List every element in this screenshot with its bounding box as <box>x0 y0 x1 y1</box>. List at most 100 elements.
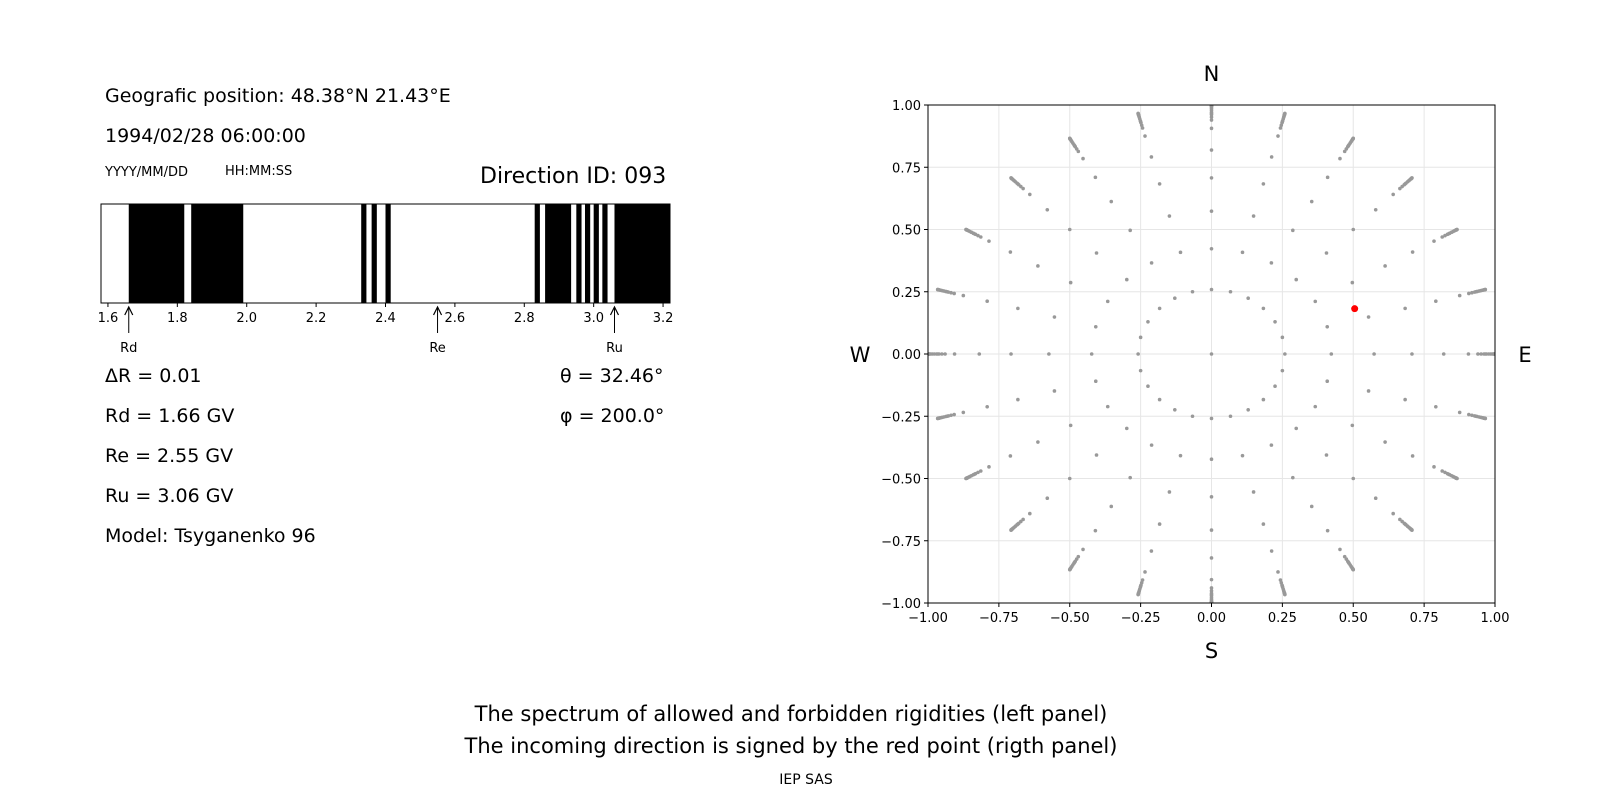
direction-point <box>964 476 968 481</box>
direction-point <box>1440 469 1445 473</box>
forbidden-band <box>576 204 582 303</box>
direction-point <box>1470 413 1474 418</box>
direction-point <box>1149 261 1154 265</box>
direction-point <box>1350 280 1355 285</box>
direction-point <box>1209 457 1214 462</box>
direction-point <box>1366 315 1371 319</box>
forbidden-band <box>593 204 599 303</box>
direction-point <box>949 413 953 418</box>
y-tick-label: −1.00 <box>881 597 921 612</box>
direction-point <box>1405 524 1410 529</box>
direction-point <box>1246 408 1250 412</box>
direction-point <box>1477 415 1482 419</box>
direction-point <box>1008 454 1013 458</box>
direction-point <box>936 287 940 292</box>
direction-point <box>1281 116 1286 121</box>
direction-point <box>1190 289 1195 294</box>
direction-point <box>1313 404 1318 409</box>
direction-point <box>1094 251 1099 255</box>
direction-point <box>1124 277 1129 282</box>
direction-point <box>1209 589 1214 593</box>
direction-point <box>1391 511 1395 516</box>
direction-point <box>1089 352 1094 356</box>
direction-point <box>1016 397 1020 402</box>
x-tick-label: −0.75 <box>979 611 1019 626</box>
direction-point <box>1273 384 1277 389</box>
direction-point <box>943 352 947 356</box>
marker-arrowhead <box>124 305 134 316</box>
direction-point <box>1441 352 1446 356</box>
direction-point <box>1269 155 1274 159</box>
x-tick-label: 0.50 <box>1339 611 1368 626</box>
marker-label: Ru <box>606 341 623 356</box>
date-format-label: YYYY/MM/DD <box>105 165 188 180</box>
direction-point <box>1351 136 1355 141</box>
direction-point <box>1209 118 1214 122</box>
direction-point <box>1324 453 1329 457</box>
direction-point <box>1434 299 1438 304</box>
direction-point <box>1251 214 1256 218</box>
direction-point <box>1016 306 1020 311</box>
direction-point <box>1383 264 1387 268</box>
compass-south: S <box>1205 639 1218 663</box>
direction-point <box>985 299 989 304</box>
x-tick-label: 0.00 <box>1197 611 1226 626</box>
direction-point <box>1068 567 1072 572</box>
marker-arrowhead <box>609 305 620 316</box>
direction-point <box>1269 549 1274 553</box>
re-value: Re = 2.55 GV <box>105 445 234 467</box>
direction-point <box>1157 182 1162 186</box>
direction-point <box>1128 475 1132 480</box>
forbidden-band <box>614 204 670 303</box>
direction-point <box>1173 296 1177 300</box>
direction-point <box>1329 352 1334 356</box>
direction-point <box>1466 352 1471 356</box>
direction-point <box>964 227 968 232</box>
direction-point <box>1136 352 1140 356</box>
compass-north: N <box>1204 62 1220 86</box>
direction-point <box>1294 426 1299 431</box>
direction-point <box>1482 352 1486 356</box>
direction-point <box>1178 453 1183 458</box>
x-tick-label: 2.2 <box>306 311 327 326</box>
direction-point <box>1067 476 1072 481</box>
direction-point <box>1140 578 1145 582</box>
direction-point <box>1045 496 1050 501</box>
direction-point <box>1391 192 1395 197</box>
direction-map-chart: −1.00 −0.75 −0.50 −0.25 0.00 0.25 0.50 0.75 1.00… <box>850 62 1532 663</box>
direction-point <box>1476 352 1480 356</box>
x-tick-label: 3.0 <box>583 311 604 326</box>
direction-point <box>1373 496 1378 501</box>
direction-point <box>985 404 989 409</box>
direction-point <box>987 465 991 469</box>
forbidden-band <box>385 204 391 303</box>
direction-point <box>1009 176 1013 180</box>
direction-point <box>1137 116 1142 121</box>
direction-point <box>1013 524 1018 529</box>
direction-point <box>969 230 974 235</box>
y-tick-label: 0.00 <box>892 348 921 363</box>
direction-point <box>1410 176 1414 180</box>
direction-point <box>1138 368 1143 373</box>
direction-point <box>1045 207 1050 212</box>
direction-point <box>941 415 946 419</box>
direction-point <box>1036 440 1040 444</box>
direction-point <box>952 291 956 296</box>
direction-point <box>1457 410 1462 415</box>
direction-point <box>1209 495 1214 499</box>
direction-point <box>1137 587 1142 592</box>
direction-point <box>1372 352 1376 356</box>
direction-point <box>1261 522 1266 526</box>
direction-point <box>1455 227 1459 232</box>
direction-point <box>1432 239 1436 243</box>
compass-west: W <box>850 343 871 367</box>
direction-point <box>1105 299 1110 304</box>
direction-point <box>1348 563 1352 567</box>
direction-point <box>1094 453 1099 457</box>
direction-point <box>1036 264 1040 268</box>
direction-point <box>1410 528 1414 532</box>
direction-point <box>1028 192 1032 197</box>
direction-point <box>969 473 974 478</box>
direction-point <box>1136 592 1140 597</box>
y-tick-label: 0.75 <box>892 161 921 176</box>
